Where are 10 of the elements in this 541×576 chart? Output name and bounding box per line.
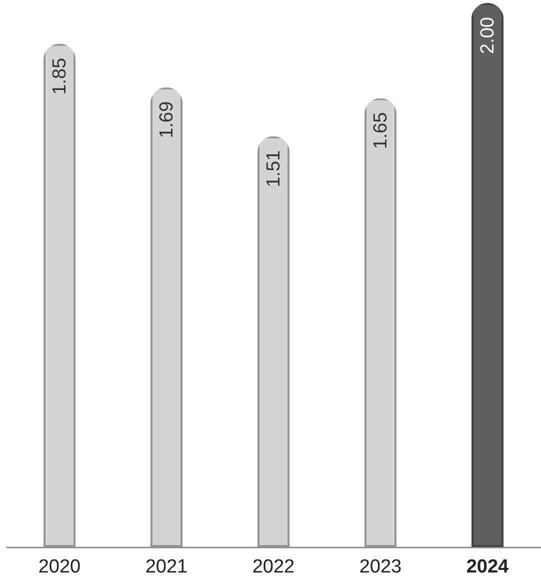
data-label: 1.51: [264, 150, 284, 188]
data-label: 1.85: [50, 58, 70, 95]
x-tick-label: 2023: [359, 556, 402, 576]
data-label: 2.00: [478, 17, 498, 54]
x-tick-label: 2020: [38, 556, 81, 576]
x-tick-label: 2024: [466, 556, 510, 576]
data-label: 1.69: [156, 101, 178, 138]
data-label: 1.65: [370, 112, 392, 150]
x-tick-label: 2021: [145, 556, 188, 576]
x-tick-label: 2022: [252, 556, 295, 576]
